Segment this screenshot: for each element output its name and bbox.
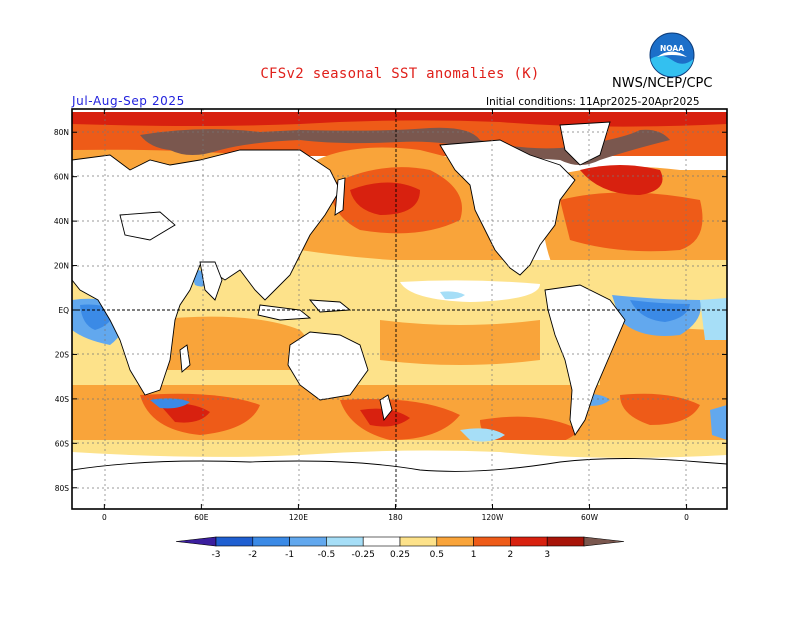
colorbar-level-label: 3 [544,550,550,560]
season-label: Jul-Aug-Sep 2025 [72,94,185,108]
lat-label: 40N [54,217,69,226]
lat-label: 40S [55,395,70,404]
colorbar-level-label: -3 [212,550,221,560]
chart-title: CFSv2 seasonal SST anomalies (K) [260,66,540,82]
logo-text: NOAA [660,44,684,53]
lat-label: 60S [55,439,70,448]
lat-label: 80S [55,484,70,493]
lon-label: 120W [482,513,504,522]
colorbar-swatch [546,536,585,547]
map-ticks [72,109,727,509]
colorbar-legend [175,536,625,547]
org-label: NWS/NCEP/CPC [612,76,713,91]
lon-label: 180 [388,513,403,522]
colorbar-level-label: 1 [471,550,477,560]
colorbar-swatch [215,536,254,547]
equator-and-dateline [72,109,727,509]
colorbar-high-arrow [583,536,625,547]
colorbar-swatch [326,536,364,547]
map-plot-area [72,109,727,509]
sea-ice-region [140,127,670,165]
colorbar-swatch [436,536,474,547]
colorbar-swatch [289,536,327,547]
lat-label: 80N [54,128,69,137]
map-frame [71,108,728,510]
colorbar-swatch [252,536,290,547]
colorbar-swatch [399,536,438,547]
lat-label: 20N [54,262,69,271]
colorbar-swatch [362,536,401,547]
lat-label: EQ [58,306,69,315]
colorbar-level-label: -0.5 [318,550,336,560]
colorbar-level-label: -1 [285,550,294,560]
warm-anomaly-fields [72,112,727,458]
graticule [72,109,727,509]
colorbar-level-label: -0.25 [352,550,375,560]
colorbar-swatch [510,536,548,547]
lon-label: 120E [289,513,308,522]
colorbar-low-arrow [175,536,217,547]
colorbar-labels: -3 -2 -1 -0.5 -0.25 0.25 0.5 1 2 3 [212,550,551,560]
colorbar-level-label: 0.25 [390,550,410,560]
latitude-labels: 80N 60N 40N 20N EQ 20S 40S 60S 80S [54,128,69,493]
colorbar-level-label: 2 [508,550,514,560]
longitude-labels: 0 60E 120E 180 120W 60W 0 [102,513,689,522]
lat-label: 60N [54,173,69,182]
lon-label: 0 [102,513,107,522]
lon-label: 60W [581,513,599,522]
colorbar-level-label: 0.5 [430,550,444,560]
colorbar-level-label: -2 [248,550,257,560]
initial-conditions-label: Initial conditions: 11Apr2025-20Apr2025 [486,96,700,108]
lon-label: 60E [194,513,209,522]
lat-label: 20S [55,350,70,359]
lon-label: 0 [684,513,689,522]
colorbar-swatch [473,536,511,547]
land-masses [72,121,727,509]
noaa-logo-icon: NOAA [649,32,695,78]
